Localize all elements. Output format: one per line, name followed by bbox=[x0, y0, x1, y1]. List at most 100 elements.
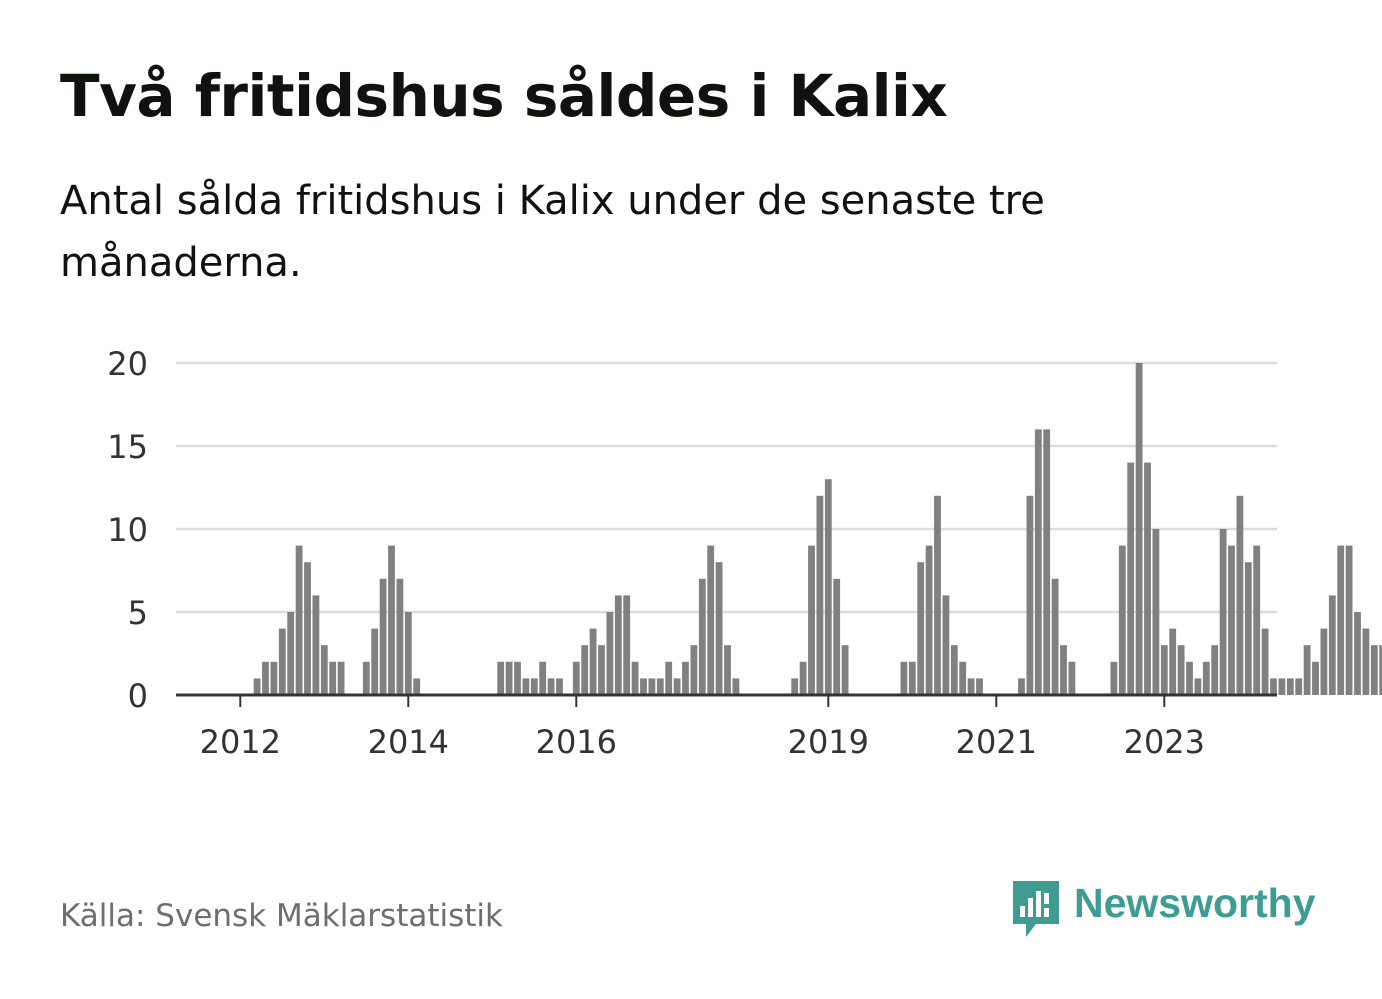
bar bbox=[1034, 429, 1042, 695]
bars bbox=[253, 363, 1382, 695]
bar bbox=[1244, 562, 1252, 695]
bar bbox=[547, 678, 555, 695]
bar bbox=[942, 595, 950, 695]
bar bbox=[959, 661, 967, 695]
bar bbox=[530, 678, 538, 695]
bar bbox=[925, 545, 933, 695]
y-tick-label: 5 bbox=[128, 594, 148, 632]
bar bbox=[908, 661, 916, 695]
bar bbox=[1236, 495, 1244, 695]
bar bbox=[598, 645, 605, 695]
y-tick-label: 10 bbox=[107, 511, 148, 549]
bar bbox=[715, 562, 723, 695]
bar bbox=[656, 678, 664, 695]
bar bbox=[1110, 661, 1118, 695]
bar bbox=[1186, 661, 1193, 695]
bar bbox=[320, 645, 328, 695]
bar bbox=[1320, 628, 1328, 695]
bar bbox=[1362, 628, 1370, 695]
bar bbox=[1337, 545, 1345, 695]
bar bbox=[900, 661, 908, 695]
bar bbox=[1060, 645, 1067, 695]
bar bbox=[682, 661, 689, 695]
x-tick-label: 2023 bbox=[1124, 723, 1205, 761]
bar bbox=[505, 661, 513, 695]
bar bbox=[950, 645, 958, 695]
bar bbox=[312, 595, 320, 695]
bar bbox=[278, 628, 286, 695]
bar bbox=[1043, 429, 1051, 695]
bar bbox=[1152, 529, 1160, 695]
bar bbox=[262, 661, 269, 695]
bar bbox=[1018, 678, 1025, 695]
bar bbox=[337, 661, 345, 695]
bar bbox=[799, 661, 807, 695]
bar bbox=[824, 479, 832, 695]
bar bbox=[606, 612, 614, 695]
bar bbox=[967, 678, 975, 695]
bar bbox=[371, 628, 379, 695]
bar bbox=[791, 678, 799, 695]
bar bbox=[1312, 661, 1319, 695]
bar bbox=[1118, 545, 1126, 695]
bar bbox=[623, 595, 631, 695]
bar bbox=[413, 678, 421, 695]
x-tick-label: 2012 bbox=[200, 723, 281, 761]
y-tick-label: 0 bbox=[128, 677, 148, 715]
bar bbox=[581, 645, 589, 695]
bar bbox=[253, 678, 261, 695]
x-tick-label: 2021 bbox=[956, 723, 1037, 761]
bar bbox=[1169, 628, 1177, 695]
labels: 051015202012201420162019202120232 bbox=[107, 345, 1205, 761]
brand-name: Newsworthy bbox=[1074, 880, 1316, 926]
bar bbox=[1144, 462, 1151, 695]
bar bbox=[1051, 578, 1059, 695]
bar bbox=[673, 678, 681, 695]
bar bbox=[1379, 645, 1382, 695]
bar bbox=[589, 628, 597, 695]
bar bbox=[1345, 545, 1353, 695]
bar bbox=[707, 545, 715, 695]
bar bbox=[388, 545, 395, 695]
bar bbox=[1261, 628, 1269, 695]
bar bbox=[976, 678, 983, 695]
bar bbox=[556, 678, 563, 695]
bar bbox=[270, 661, 278, 695]
bar bbox=[1219, 529, 1227, 695]
bar-chart: 051015202012201420162019202120232 bbox=[107, 345, 1382, 761]
bar bbox=[379, 578, 387, 695]
bar bbox=[665, 661, 673, 695]
y-tick-label: 15 bbox=[107, 428, 148, 466]
bar bbox=[698, 578, 706, 695]
axes bbox=[176, 693, 1277, 707]
bar bbox=[1026, 495, 1034, 695]
x-tick-label: 2014 bbox=[368, 723, 449, 761]
bar bbox=[329, 661, 337, 695]
chart-subtitle: Antal sålda fritidshus i Kalix under de … bbox=[60, 178, 1045, 286]
bar bbox=[1135, 363, 1143, 695]
bar bbox=[833, 578, 841, 695]
bar bbox=[917, 562, 925, 695]
bar bbox=[1211, 645, 1219, 695]
bar bbox=[841, 645, 849, 695]
bar bbox=[396, 578, 404, 695]
bar bbox=[1303, 645, 1311, 695]
source-note: Källa: Svensk Mäklarstatistik bbox=[60, 898, 503, 934]
bar bbox=[572, 661, 580, 695]
bar bbox=[1354, 612, 1361, 695]
bar bbox=[1270, 678, 1277, 695]
bar bbox=[934, 495, 941, 695]
bar bbox=[522, 678, 530, 695]
bar bbox=[1068, 661, 1076, 695]
bar bbox=[724, 645, 731, 695]
bar bbox=[287, 612, 295, 695]
bar bbox=[404, 612, 412, 695]
bar bbox=[808, 545, 815, 695]
bar bbox=[1127, 462, 1135, 695]
brand-logo[interactable]: Newsworthy bbox=[1010, 878, 1316, 940]
bar bbox=[539, 661, 547, 695]
bar bbox=[1194, 678, 1202, 695]
bar bbox=[1370, 645, 1378, 695]
chart-title: Två fritidshus såldes i Kalix bbox=[60, 62, 948, 130]
bar bbox=[362, 661, 370, 695]
